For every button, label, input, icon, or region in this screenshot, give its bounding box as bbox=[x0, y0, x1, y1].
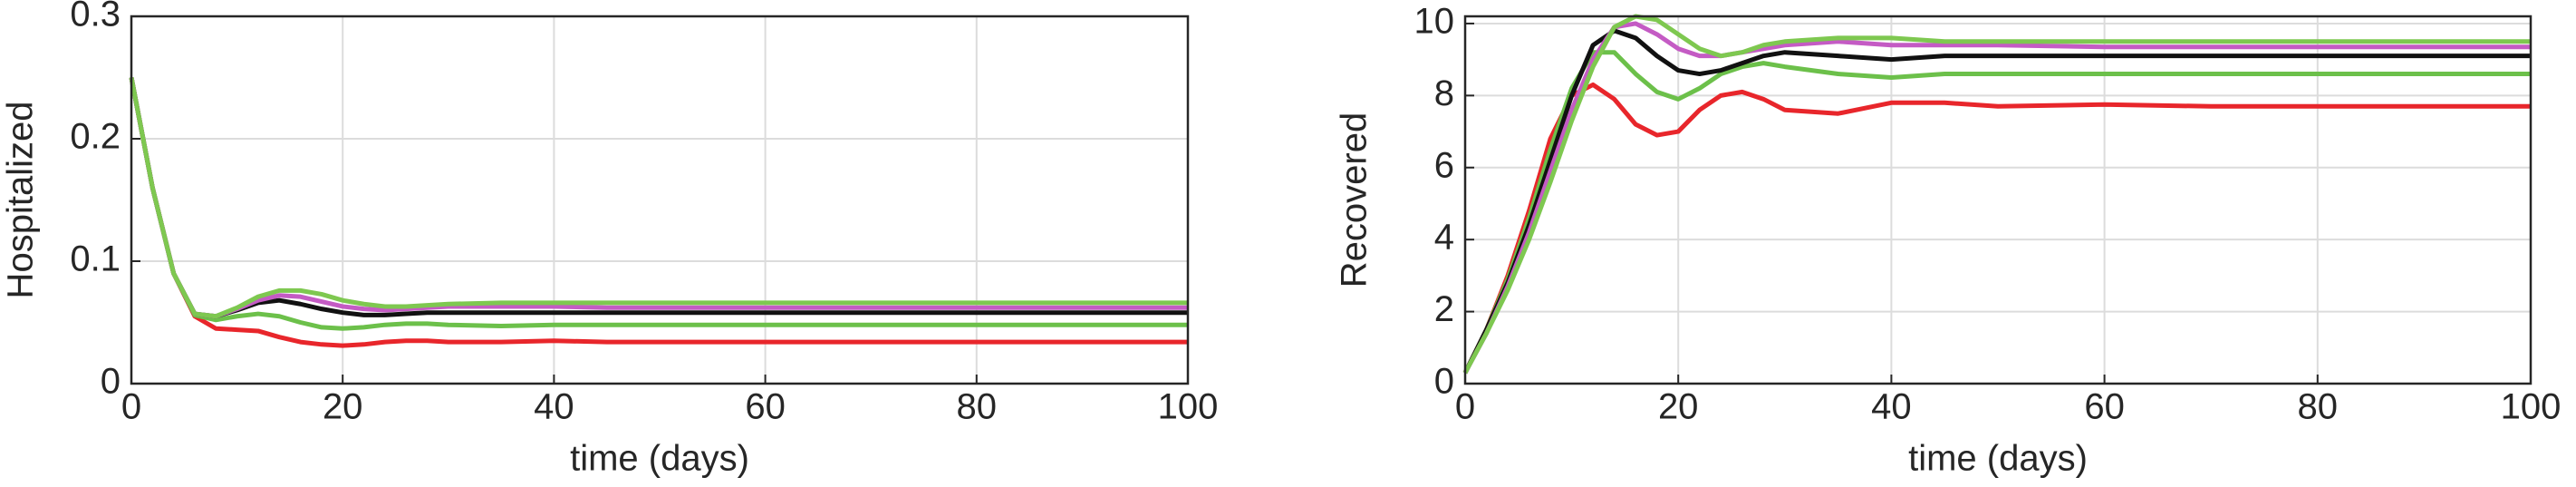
y-tick-label: 4 bbox=[1434, 218, 1454, 258]
x-axis-label: time (days) bbox=[570, 439, 749, 479]
data-line bbox=[129, 77, 1188, 348]
data-line bbox=[1462, 14, 2531, 375]
data-line bbox=[129, 77, 1188, 319]
x-tick-label: 0 bbox=[121, 387, 141, 427]
y-tick-label: 6 bbox=[1434, 145, 1454, 185]
y-tick-label: 0.3 bbox=[70, 0, 121, 34]
x-tick-label: 80 bbox=[2298, 387, 2339, 427]
y-tick-label: 8 bbox=[1434, 73, 1454, 113]
x-tick-label: 100 bbox=[1158, 387, 1219, 427]
y-axis-label: Hospitalized bbox=[1, 102, 41, 299]
y-axis-label: Recovered bbox=[1335, 112, 1375, 287]
data-line bbox=[1462, 28, 2531, 375]
x-tick-label: 60 bbox=[2084, 387, 2125, 427]
x-tick-label: 60 bbox=[745, 387, 786, 427]
x-tick-label: 40 bbox=[534, 387, 574, 427]
y-tick-label: 2 bbox=[1434, 289, 1454, 329]
data-line bbox=[129, 77, 1188, 319]
x-tick-label: 20 bbox=[323, 387, 363, 427]
x-tick-label: 20 bbox=[1658, 387, 1699, 427]
y-tick-label: 0.2 bbox=[70, 117, 121, 157]
x-tick-label: 40 bbox=[1871, 387, 1912, 427]
x-axis-label: time (days) bbox=[1908, 439, 2088, 479]
data-line bbox=[129, 77, 1188, 331]
y-tick-label: 0 bbox=[1434, 362, 1454, 402]
data-line bbox=[1462, 82, 2531, 375]
x-tick-label: 80 bbox=[957, 387, 998, 427]
plot-frame bbox=[1463, 15, 2533, 385]
y-tick-label: 10 bbox=[1414, 2, 1455, 42]
y-tick-label: 0 bbox=[101, 362, 121, 402]
x-tick-label: 0 bbox=[1455, 387, 1475, 427]
x-tick-label: 100 bbox=[2501, 387, 2562, 427]
data-line bbox=[129, 77, 1188, 319]
plot-frame bbox=[130, 15, 1190, 385]
y-tick-label: 0.1 bbox=[70, 239, 121, 279]
data-line bbox=[1462, 50, 2531, 375]
